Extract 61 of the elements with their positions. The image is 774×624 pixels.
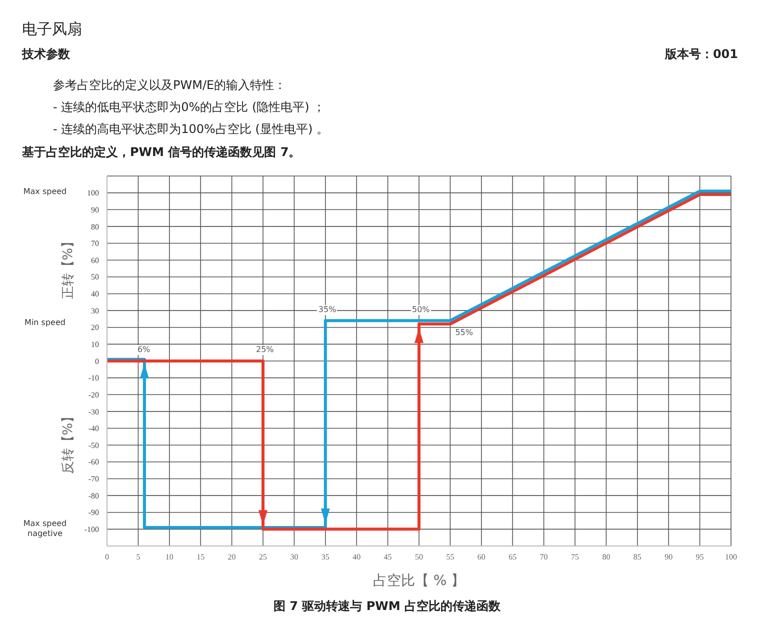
chart-subtitle: 技术参数: [22, 46, 70, 63]
y-tick-label: -20: [88, 390, 99, 400]
caption: 图 7 驱动转速与 PWM 占空比的传递函数: [272, 598, 502, 615]
x-tick-label: 40: [352, 552, 361, 562]
y-tick-label: 30: [91, 306, 99, 316]
x-tick-label: 5: [136, 552, 140, 562]
y-tick-label: -30: [88, 407, 99, 416]
y-tick-label: 70: [91, 239, 99, 248]
y-tick-label: -60: [88, 458, 99, 467]
y-tick-label: -40: [88, 424, 99, 434]
y-tick-label: -80: [88, 491, 99, 500]
y-tick-label: 60: [91, 256, 99, 265]
text: Max speed: [22, 187, 68, 196]
y-tick-label: -70: [88, 474, 99, 484]
x-tick-label: 10: [165, 552, 174, 562]
text: Max speed nagetive: [22, 519, 68, 539]
x-tick-label: 60: [477, 552, 486, 562]
text: - 连续的高电平状态即为100%占空比 (显性电平) 。: [53, 121, 328, 138]
x-tick-label: 70: [540, 552, 548, 562]
text: - 连续的低电平状态即为0%的占空比 (隐性电平) ；: [53, 99, 326, 116]
y-tick-label: -100: [84, 525, 99, 534]
text: 基于占空比的定义，PWM 信号的传递函数见图 7。: [22, 144, 301, 161]
x-tick-label: 20: [228, 552, 236, 562]
chart-title: 电子风扇: [22, 20, 82, 39]
x-tick-label: 80: [602, 552, 610, 562]
x-tick-label: 30: [290, 552, 298, 562]
x-tick-label: 35: [321, 552, 330, 562]
y-tick-label: 90: [91, 205, 99, 214]
y-tick-label: -50: [88, 440, 99, 450]
x-tick-label: 65: [508, 552, 517, 562]
x-tick-label: 90: [664, 552, 673, 562]
x-axis-title: 占空比【 % 】: [372, 572, 466, 590]
text: 版本号：001: [664, 46, 738, 63]
x-tick-label: 100: [725, 552, 737, 562]
annotation: 25%: [255, 345, 275, 355]
y-tick-label: 10: [91, 340, 99, 350]
x-tick-label: 55: [446, 552, 454, 562]
y-tick-label: 40: [91, 290, 99, 299]
y-tick-label: 20: [91, 323, 99, 332]
x-tick-label: 25: [259, 552, 267, 562]
y-tick-label: -10: [88, 374, 99, 383]
annotation: 50%: [411, 304, 431, 315]
y-tick-label: 0: [95, 356, 99, 366]
y-tick-label: 80: [91, 222, 99, 232]
text: 反转【%】: [60, 408, 77, 476]
y-tick-label: 100: [87, 188, 99, 198]
y-tick-label: -90: [88, 508, 99, 518]
text: Min speed: [24, 318, 66, 327]
annotation: 55%: [454, 328, 474, 338]
y-axis-title: 正转【%】: [60, 234, 77, 302]
annotation: 35%: [317, 304, 338, 315]
text: 参考占空比的定义以及PWM/E的输入特性：: [53, 77, 286, 94]
x-tick-label: 75: [571, 552, 579, 562]
x-tick-label: 45: [384, 552, 392, 562]
annotation: 6%: [136, 345, 152, 355]
x-tick-label: 0: [105, 552, 109, 562]
x-tick-label: 50: [415, 552, 423, 562]
x-tick-label: 95: [696, 552, 704, 562]
x-tick-label: 85: [633, 552, 642, 562]
x-tick-label: 15: [196, 552, 205, 562]
y-tick-label: 50: [91, 272, 99, 282]
